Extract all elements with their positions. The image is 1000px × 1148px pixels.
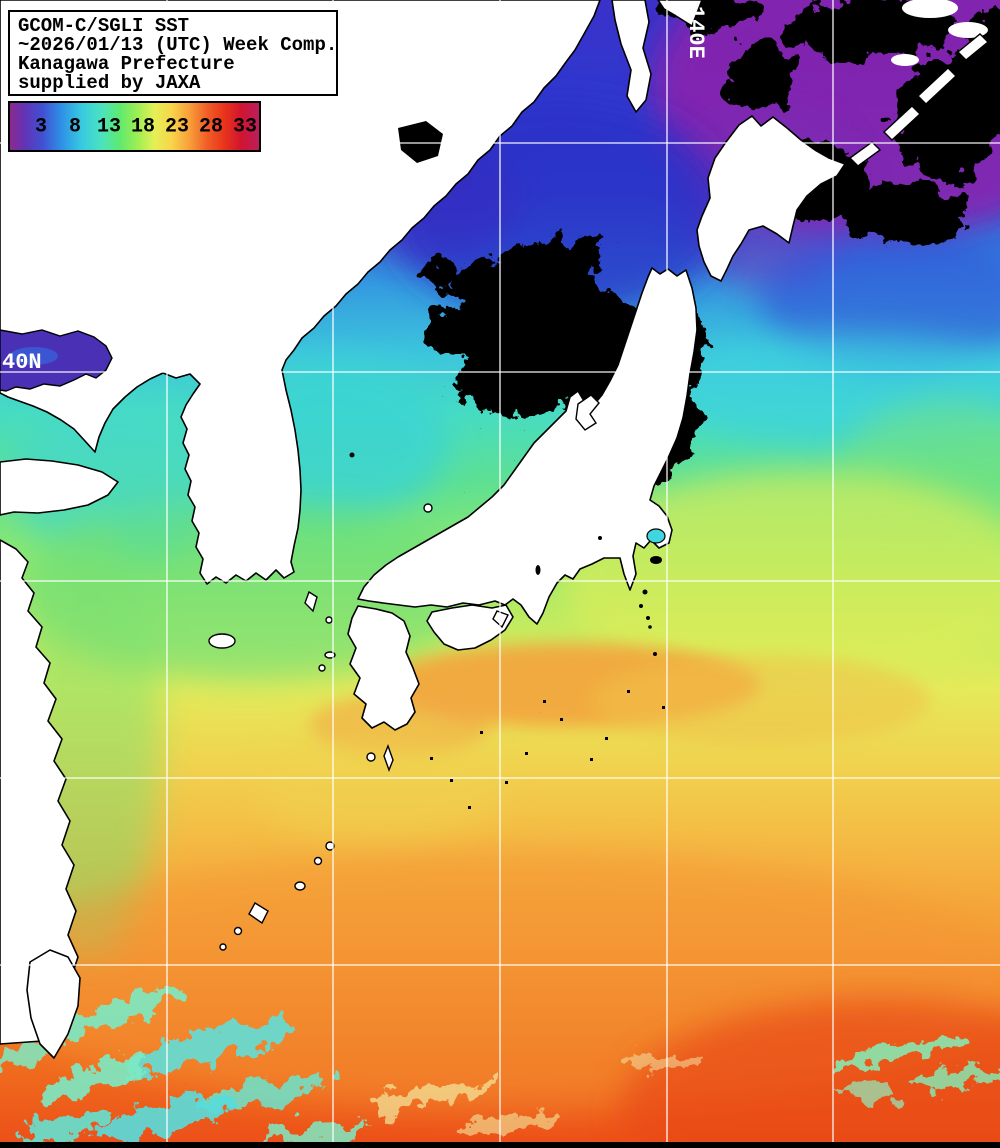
cloud-streaks-south	[0, 988, 1000, 1146]
sea-bohai-gulf	[0, 329, 113, 392]
land-shandong	[0, 458, 119, 516]
title-line-date: ~2026/01/13 (UTC) Week Comp.	[18, 34, 338, 56]
colorbar-legend: 3 8 13 18 23 28 33	[8, 101, 261, 152]
colorbar-tick-label: 3	[34, 115, 48, 138]
title-line-supplier: supplied by JAXA	[18, 72, 201, 94]
colorbar-ticks: 3 8 13 18 23 28 33	[10, 103, 259, 150]
land-kuril-islands	[848, 33, 990, 167]
land-hokkaido	[696, 115, 846, 282]
land-sakhalin	[611, 0, 652, 113]
bottom-data-bar	[0, 1142, 1000, 1148]
land-kyushu	[347, 605, 420, 731]
land-small-islands	[208, 394, 600, 951]
cloud-dots-pacific	[430, 680, 665, 809]
ice-flecks	[891, 0, 988, 66]
grid-label-140e: 140E	[683, 6, 708, 59]
land-taiwan	[26, 949, 81, 1059]
sea-tokyo-bay	[646, 528, 666, 544]
title-line-region: Kanagawa Prefecture	[18, 53, 235, 75]
title-line-product: GCOM-C/SGLI SST	[18, 15, 190, 37]
colorbar-tick-label: 23	[164, 115, 190, 138]
colorbar-tick-label: 28	[198, 115, 224, 138]
colorbar-gradient	[10, 103, 259, 150]
grid-label-40n: 40N	[2, 350, 42, 375]
colorbar-tick-label: 13	[96, 115, 122, 138]
colorbar-tick-label: 8	[68, 115, 82, 138]
lake-khanka	[398, 121, 443, 163]
land-shikoku	[426, 604, 514, 651]
colorbar-tick-label: 18	[130, 115, 156, 138]
colorbar-tick-label: 33	[232, 115, 258, 138]
title-box: GCOM-C/SGLI SST ~2026/01/13 (UTC) Week C…	[8, 10, 338, 96]
izu-islands-and-lakes	[349, 452, 662, 656]
land-sakhalin-ne	[657, 0, 703, 27]
sea-bohai-patch	[10, 347, 58, 365]
